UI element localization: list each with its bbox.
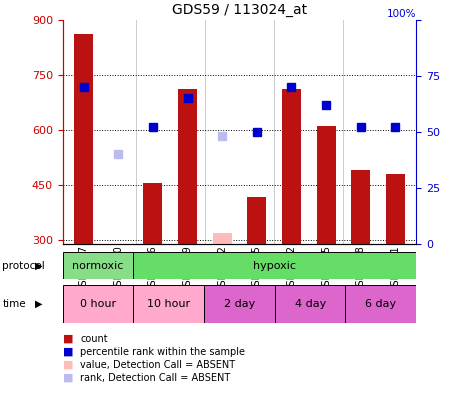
Bar — [351, 170, 370, 244]
Bar — [63, 285, 133, 323]
Bar — [345, 285, 416, 323]
Text: ■: ■ — [63, 373, 73, 383]
Bar — [133, 285, 204, 323]
Bar — [178, 89, 197, 244]
Bar — [143, 183, 162, 244]
Text: 0 hour: 0 hour — [80, 299, 116, 309]
Bar — [247, 196, 266, 244]
Text: rank, Detection Call = ABSENT: rank, Detection Call = ABSENT — [80, 373, 231, 383]
Bar — [282, 89, 301, 244]
Text: 10 hour: 10 hour — [147, 299, 190, 309]
Text: hypoxic: hypoxic — [253, 261, 296, 271]
Text: ■: ■ — [63, 360, 73, 370]
Bar — [133, 252, 416, 279]
Bar — [213, 232, 232, 244]
Text: protocol: protocol — [2, 261, 45, 271]
Text: ▶: ▶ — [35, 261, 42, 271]
Bar — [317, 126, 336, 244]
Bar — [204, 285, 275, 323]
Bar — [386, 174, 405, 244]
Title: GDS59 / 113024_at: GDS59 / 113024_at — [172, 4, 307, 17]
Text: 4 day: 4 day — [294, 299, 326, 309]
Text: 6 day: 6 day — [365, 299, 396, 309]
Text: 100%: 100% — [387, 9, 416, 19]
Text: ■: ■ — [63, 346, 73, 357]
Text: percentile rank within the sample: percentile rank within the sample — [80, 346, 246, 357]
Text: normoxic: normoxic — [73, 261, 124, 271]
Text: 2 day: 2 day — [224, 299, 255, 309]
Text: time: time — [2, 299, 26, 309]
Text: value, Detection Call = ABSENT: value, Detection Call = ABSENT — [80, 360, 236, 370]
Text: ▶: ▶ — [35, 299, 42, 309]
Bar — [275, 285, 345, 323]
Text: ■: ■ — [63, 333, 73, 344]
Bar — [63, 252, 133, 279]
Bar — [74, 34, 93, 244]
Text: count: count — [80, 333, 108, 344]
